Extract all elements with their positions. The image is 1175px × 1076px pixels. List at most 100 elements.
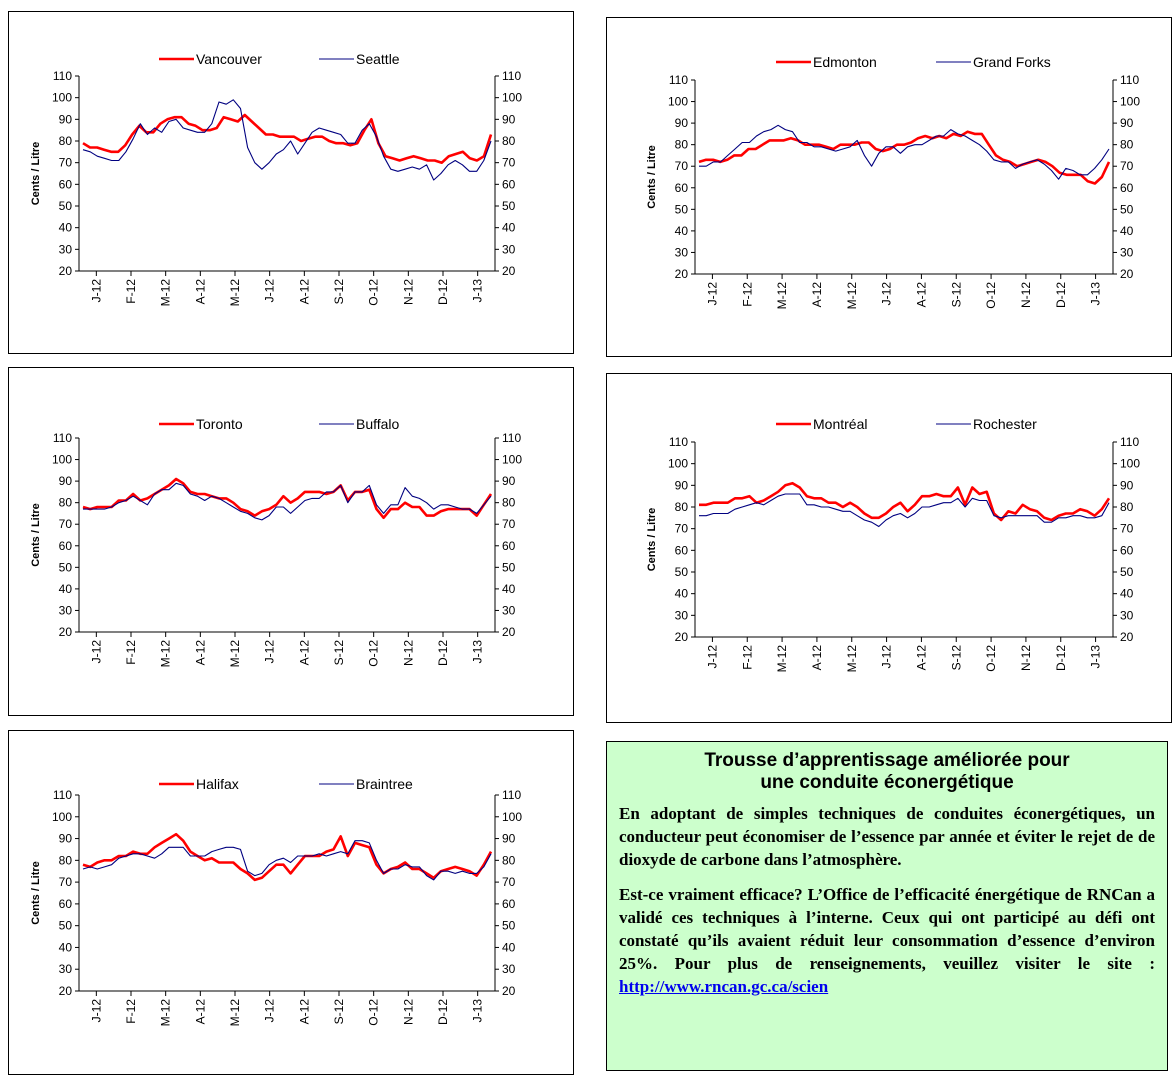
x-tick-label: S-12 (949, 645, 963, 671)
y-tick-label-right: 70 (502, 517, 516, 531)
chart-svg: 20 20 30 30 40 40 50 50 60 60 70 70 80 80 90 90 100 100 11… (646, 54, 1140, 310)
y-tick-label-left: 110 (53, 69, 72, 83)
y-tick-label-left: 50 (59, 560, 73, 574)
x-tick-label: J-12 (89, 999, 103, 1023)
x-tick-label: F-12 (124, 279, 138, 304)
y-tick-label-left: 20 (675, 630, 689, 644)
x-tick-label: M-12 (228, 279, 242, 307)
y-tick-label-left: 30 (675, 245, 689, 259)
chart-panel-edmonton-grand-forks: 20 20 30 30 40 40 50 50 60 60 70 70 80 80 90 90 100 100 11… (606, 17, 1172, 357)
x-tick-label: J-13 (471, 640, 485, 664)
y-tick-label-right: 70 (502, 156, 516, 170)
x-tick-label: S-12 (332, 999, 346, 1025)
x-tick-label: M-12 (845, 282, 859, 310)
y-tick-label-right: 80 (1120, 138, 1134, 152)
x-tick-label: M-12 (775, 645, 789, 673)
y-tick-label-left: 90 (675, 116, 689, 130)
y-tick-label-right: 70 (1120, 522, 1134, 536)
y-tick-label-left: 30 (59, 962, 73, 976)
y-tick-label-left: 80 (59, 496, 73, 510)
y-tick-label-right: 100 (502, 810, 522, 824)
series-line-vancouver (82, 113, 493, 164)
y-tick-label-left: 90 (59, 832, 73, 846)
y-tick-label-left: 60 (675, 181, 689, 195)
x-tick-label: D-12 (436, 999, 450, 1025)
y-tick-label-right: 80 (1120, 500, 1134, 514)
legend-label-montreal: Montréal (813, 416, 867, 432)
y-tick-label-left: 100 (52, 91, 72, 105)
y-tick-label-right: 40 (502, 582, 516, 596)
info-link[interactable]: http://www.rncan.gc.ca/scien (619, 977, 829, 996)
x-tick-label: O-12 (367, 640, 381, 667)
y-tick-label-left: 70 (59, 156, 73, 170)
y-tick-label-left: 80 (59, 134, 73, 148)
y-tick-label-left: 100 (52, 810, 72, 824)
y-tick-label-right: 30 (502, 603, 516, 617)
x-tick-label: A-12 (810, 645, 824, 671)
info-paragraph-1: En adoptant de simples techniques de con… (619, 804, 1155, 869)
y-tick-label-right: 50 (502, 199, 516, 213)
y-tick-label-right: 60 (502, 897, 516, 911)
legend-label-rochester: Rochester (973, 416, 1037, 432)
y-tick-label-left: 90 (59, 112, 73, 126)
y-tick-label-left: 60 (59, 539, 73, 553)
x-tick-label: M-12 (159, 999, 173, 1027)
y-tick-label-left: 40 (59, 221, 73, 235)
chart-panel-toronto-buffalo: 20 20 30 30 40 40 50 50 60 60 70 70 80 80 90 90 100 100 11… (8, 367, 574, 716)
y-tick-label-right: 20 (502, 625, 516, 639)
x-tick-label: J-12 (89, 279, 103, 303)
y-tick-label-left: 50 (675, 202, 689, 216)
x-tick-label: D-12 (1054, 282, 1068, 308)
x-tick-label: M-12 (228, 999, 242, 1027)
x-tick-label: O-12 (367, 279, 381, 306)
series-line-rochester (699, 493, 1110, 528)
y-axis-title: Cents / Litre (30, 861, 42, 925)
y-tick-label-right: 50 (1120, 202, 1134, 216)
x-tick-label: A-12 (297, 640, 311, 666)
y-axis-title: Cents / Litre (646, 508, 658, 572)
x-tick-label: J-12 (705, 282, 719, 306)
info-paragraph-2-text: Est-ce vraiment efficace? L’Office de l’… (619, 885, 1155, 973)
legend-label-edmonton: Edmonton (813, 54, 877, 70)
y-tick-label-right: 40 (502, 221, 516, 235)
x-tick-label: S-12 (332, 279, 346, 305)
x-tick-label: J-13 (471, 279, 485, 303)
y-tick-label-right: 70 (502, 875, 516, 889)
y-tick-label-left: 70 (59, 875, 73, 889)
y-tick-label-left: 70 (59, 517, 73, 531)
x-tick-label: O-12 (984, 282, 998, 309)
x-tick-label: J-12 (263, 279, 277, 303)
y-tick-label-right: 40 (502, 940, 516, 954)
legend-label-grand-forks: Grand Forks (973, 54, 1051, 70)
x-tick-label: O-12 (367, 999, 381, 1026)
x-tick-label: F-12 (124, 999, 138, 1024)
x-tick-label: N-12 (401, 279, 415, 305)
x-tick-label: J-12 (263, 640, 277, 664)
y-tick-label-left: 60 (675, 543, 689, 557)
series-line-grand-forks (699, 124, 1110, 180)
x-tick-label: A-12 (810, 282, 824, 308)
x-tick-label: N-12 (401, 640, 415, 666)
y-tick-label-left: 40 (675, 224, 689, 238)
y-tick-label-left: 60 (59, 897, 73, 911)
y-tick-label-right: 110 (502, 788, 521, 802)
y-tick-label-right: 100 (502, 453, 522, 467)
chart-svg: 20 20 30 30 40 40 50 50 60 60 70 70 80 80 90 90 100 100 11… (30, 416, 522, 667)
y-tick-label-right: 60 (502, 539, 516, 553)
y-tick-label-left: 40 (59, 940, 73, 954)
x-tick-label: N-12 (1019, 645, 1033, 671)
y-tick-label-left: 20 (675, 267, 689, 281)
x-tick-label: M-12 (159, 279, 173, 307)
y-tick-label-left: 30 (59, 603, 73, 617)
y-tick-label-left: 90 (675, 478, 689, 492)
y-tick-label-right: 30 (502, 242, 516, 256)
x-tick-label: M-12 (845, 645, 859, 673)
x-tick-label: O-12 (984, 645, 998, 672)
y-tick-label-left: 80 (59, 853, 73, 867)
y-tick-label-right: 100 (1120, 457, 1140, 471)
y-tick-label-right: 90 (1120, 478, 1134, 492)
legend-label-buffalo: Buffalo (356, 416, 400, 432)
x-tick-label: J-13 (471, 999, 485, 1023)
y-tick-label-right: 50 (1120, 565, 1134, 579)
x-tick-label: N-12 (1019, 282, 1033, 308)
